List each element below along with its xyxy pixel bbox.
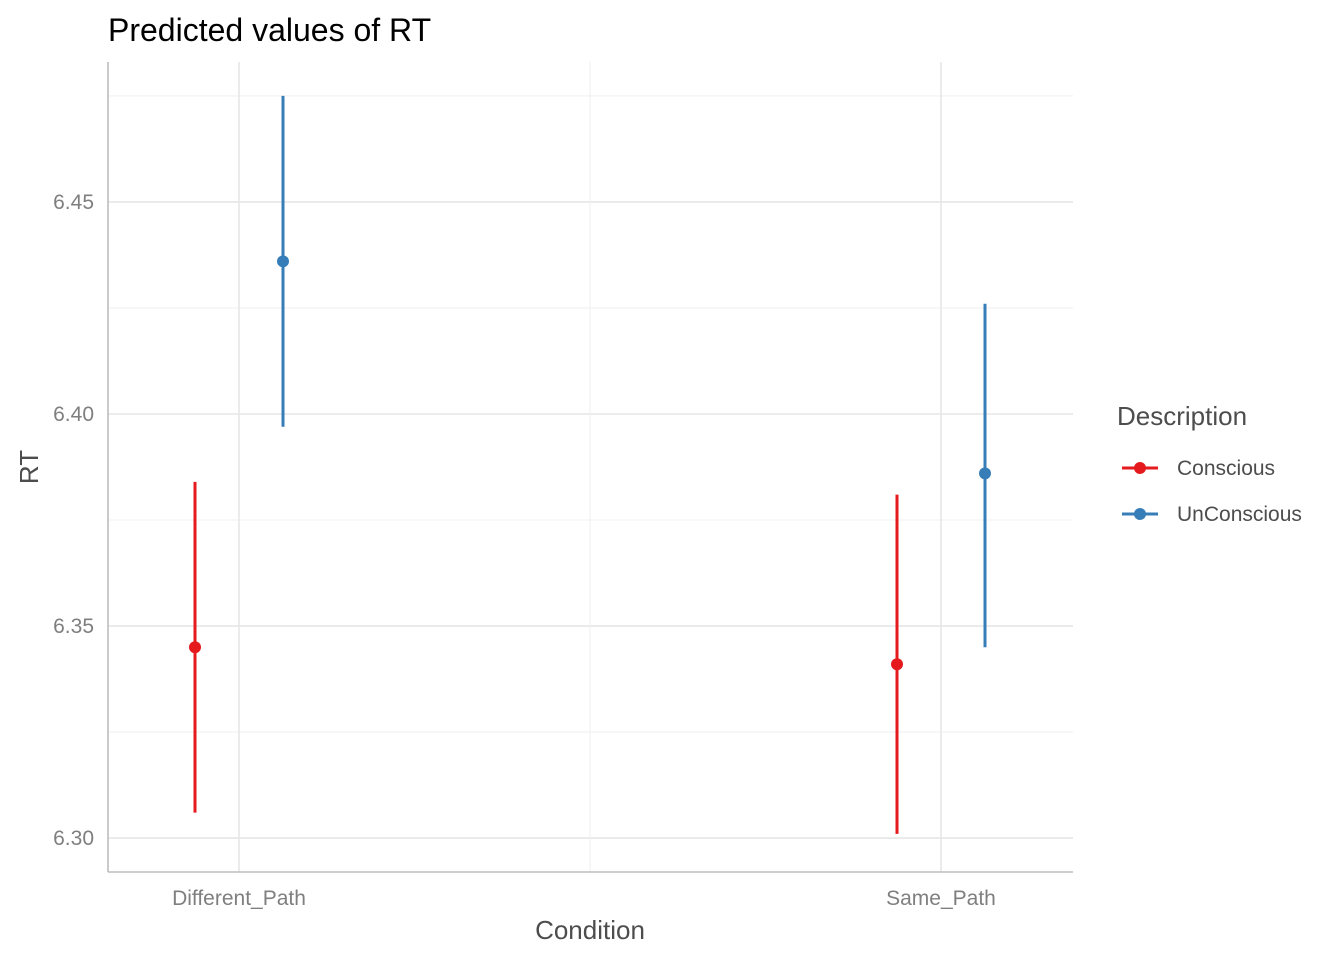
y-tick-label: 6.30	[53, 827, 94, 850]
y-tick-label: 6.45	[53, 191, 94, 214]
x-tick-labels: Different_Path Same_Path	[172, 887, 996, 910]
legend-label: UnConscious	[1177, 503, 1302, 526]
conscious-point	[891, 658, 903, 671]
legend-item-conscious: Conscious	[1122, 457, 1275, 480]
legend-key-point	[1134, 462, 1146, 474]
y-tick-label: 6.35	[53, 615, 94, 638]
unconscious-point	[979, 467, 991, 480]
legend-item-unconscious: UnConscious	[1122, 503, 1302, 526]
legend-label: Conscious	[1177, 457, 1275, 480]
x-tick-label: Different_Path	[172, 887, 306, 910]
unconscious-point	[277, 255, 289, 268]
legend: Description Conscious UnConscious	[1117, 401, 1302, 526]
conscious-point	[189, 641, 201, 654]
chart-title: Predicted values of RT	[108, 12, 431, 48]
legend-key-point	[1134, 508, 1146, 520]
y-axis-title: RT	[14, 450, 44, 484]
x-axis-title: Condition	[535, 915, 645, 945]
grid-lines	[108, 62, 1073, 872]
data-marks	[189, 95, 991, 834]
x-tick-label: Same_Path	[886, 887, 996, 910]
axes	[107, 62, 1073, 873]
y-tick-labels: 6.30 6.35 6.40 6.45	[53, 191, 94, 850]
legend-title: Description	[1117, 401, 1247, 431]
legend-items: Conscious UnConscious	[1122, 457, 1302, 526]
y-tick-label: 6.40	[53, 403, 94, 426]
